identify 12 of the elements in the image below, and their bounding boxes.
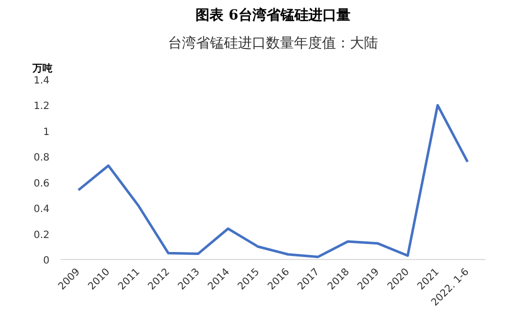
y-tick-label: 0 — [43, 256, 50, 266]
y-tick-label: 0.6 — [34, 178, 50, 190]
line-series — [77, 104, 469, 258]
y-tick-label: 1.4 — [34, 76, 50, 86]
chart-title: 图表 6台湾省锰硅进口量 — [196, 6, 350, 24]
y-tick-label: 1.2 — [34, 101, 50, 112]
y-tick-label: 0.8 — [34, 152, 50, 164]
y-axis-title: 万吨 — [32, 62, 52, 74]
y-tick-label: 0.2 — [34, 230, 50, 241]
y-tick-label: 1 — [43, 126, 50, 138]
y-tick-label: 0.4 — [34, 204, 50, 216]
chart-subtitle: 台湾省锰硅进口数量年度值：大陆 — [168, 36, 378, 52]
